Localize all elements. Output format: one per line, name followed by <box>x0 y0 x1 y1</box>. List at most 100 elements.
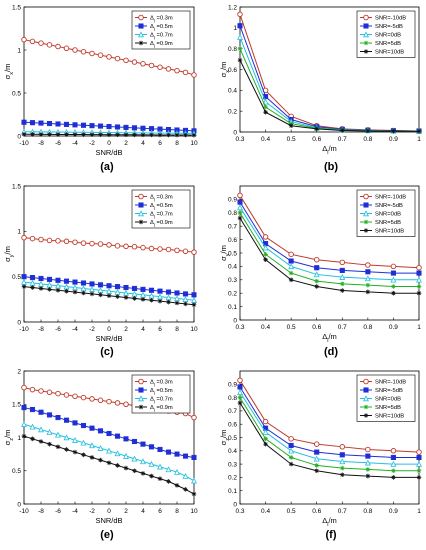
data-point <box>416 270 422 276</box>
legend-entry: Δl =0.5m <box>150 203 173 211</box>
x-tick-label: 0.7 <box>338 324 347 331</box>
series-line <box>239 402 419 478</box>
data-point <box>98 457 103 463</box>
data-point <box>157 298 163 304</box>
y-tick-label: 1 <box>233 25 237 32</box>
x-tick-label: 4 <box>141 508 145 515</box>
data-point <box>237 400 243 406</box>
data-point <box>416 290 422 296</box>
legend-swatch-marker <box>363 40 369 46</box>
data-point <box>237 192 243 199</box>
series-line <box>239 212 419 287</box>
data-point <box>97 282 104 288</box>
data-point <box>89 396 95 402</box>
data-point <box>165 289 172 295</box>
data-point <box>191 249 197 255</box>
data-point <box>140 132 146 138</box>
series-2 <box>21 405 197 460</box>
data-point <box>157 132 163 138</box>
data-point <box>339 273 346 280</box>
data-point <box>46 120 53 127</box>
data-point <box>237 384 243 390</box>
series-5 <box>237 400 422 480</box>
series-1 <box>237 192 422 271</box>
data-point <box>21 119 27 125</box>
legend-entry: Δl =0.5m <box>150 24 173 32</box>
data-point <box>365 473 371 479</box>
data-point <box>237 34 243 40</box>
x-tick-label: 0.7 <box>338 136 347 143</box>
data-point <box>89 240 95 247</box>
data-point <box>391 290 396 296</box>
data-point <box>80 439 87 446</box>
data-point <box>106 430 112 437</box>
data-point <box>313 271 320 278</box>
data-point <box>106 242 112 248</box>
data-point <box>263 257 268 262</box>
data-point <box>390 454 396 460</box>
data-point <box>21 234 27 241</box>
data-point <box>89 291 95 297</box>
data-point <box>339 465 345 471</box>
data-point <box>80 422 87 429</box>
data-point <box>123 284 129 291</box>
legend-entry: SNR=-10dB <box>375 195 406 201</box>
data-point <box>72 132 78 137</box>
data-point <box>288 277 294 283</box>
data-point <box>72 449 78 455</box>
legend-swatch-marker <box>363 413 369 418</box>
x-tick-label: 4 <box>141 326 145 333</box>
data-point <box>140 61 146 67</box>
data-point <box>55 444 61 450</box>
y-axis-label: σy/m <box>219 245 231 261</box>
data-point <box>21 274 27 280</box>
x-tick-label: 2 <box>124 508 128 515</box>
data-point <box>72 420 78 426</box>
data-point <box>89 425 95 431</box>
y-tick-label: 0.2 <box>228 291 237 298</box>
data-point <box>123 132 129 138</box>
data-point <box>98 132 103 137</box>
legend-swatch-marker <box>138 378 144 385</box>
y-tick-label: 0 <box>17 501 21 508</box>
data-point <box>114 400 121 406</box>
data-point <box>132 468 137 474</box>
data-point <box>140 458 146 465</box>
data-point <box>29 407 36 413</box>
data-point <box>237 210 243 216</box>
y-tick-label: 0.7 <box>228 224 237 231</box>
data-point <box>63 278 70 284</box>
data-point <box>166 132 171 138</box>
legend-entry: SNR=-10dB <box>375 16 406 22</box>
y-tick-label: 0.8 <box>228 210 237 217</box>
data-point <box>191 302 197 308</box>
x-tick-label: -4 <box>72 326 78 333</box>
data-point <box>46 276 53 282</box>
data-point <box>263 436 268 442</box>
x-tick-label: 0 <box>107 140 111 147</box>
data-point <box>390 460 397 467</box>
data-point <box>114 55 121 62</box>
data-point <box>157 476 163 482</box>
data-point <box>288 447 295 454</box>
series-4 <box>21 433 197 497</box>
data-point <box>262 98 269 105</box>
data-point <box>72 393 78 400</box>
data-point <box>131 285 138 292</box>
data-point <box>174 483 180 488</box>
data-point <box>237 11 243 18</box>
data-point <box>288 263 295 270</box>
data-point <box>365 282 371 288</box>
legend-entry: SNR=5dB <box>375 41 401 47</box>
data-point <box>191 72 197 78</box>
data-point <box>46 389 53 396</box>
data-point <box>64 132 69 137</box>
data-point <box>106 283 112 289</box>
x-tick-label: -2 <box>89 140 95 147</box>
x-tick-label: 0.4 <box>261 324 270 331</box>
legend-entry: Δl =0.9m <box>150 41 173 49</box>
data-point <box>29 386 36 393</box>
data-point <box>106 460 112 466</box>
data-point <box>391 128 396 134</box>
